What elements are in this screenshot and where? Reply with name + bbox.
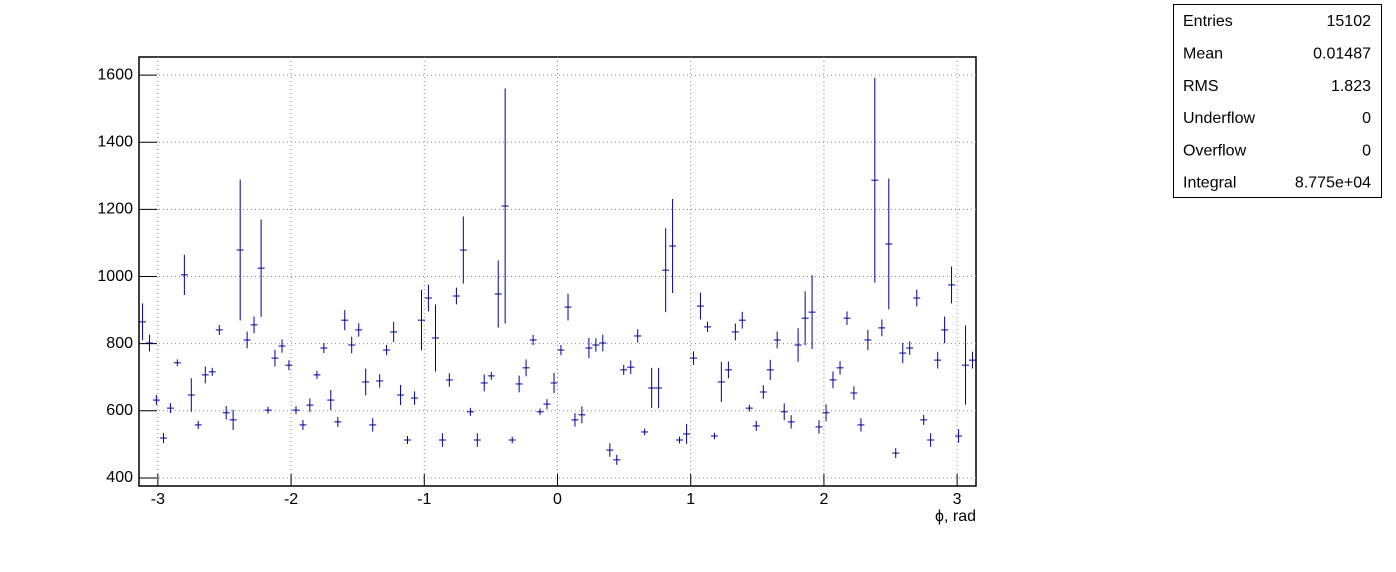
y-tick-label: 800 xyxy=(106,335,133,352)
x-tick-label: -3 xyxy=(151,491,165,508)
x-tick-label: 0 xyxy=(553,491,562,508)
x-axis-label: ϕ, rad xyxy=(935,508,976,525)
y-tick-label: 1600 xyxy=(97,66,133,83)
stats-label: Entries xyxy=(1183,13,1233,30)
stats-value: 0 xyxy=(1362,142,1371,159)
stats-label: Integral xyxy=(1183,175,1236,192)
stats-label: RMS xyxy=(1183,78,1219,95)
stats-box xyxy=(1173,4,1382,198)
stats-value: 8.775e+04 xyxy=(1295,175,1371,192)
stats-value: 1.823 xyxy=(1331,78,1371,95)
stats-value: 0.01487 xyxy=(1313,46,1371,63)
y-tick-label: 600 xyxy=(106,402,133,419)
x-tick-label: -2 xyxy=(284,491,298,508)
stats-value: 0 xyxy=(1362,110,1371,127)
stats-label: Underflow xyxy=(1183,110,1255,127)
stats-value: 15102 xyxy=(1327,13,1372,30)
y-tick-label: 1400 xyxy=(97,133,133,150)
y-tick-label: 1000 xyxy=(97,268,133,285)
x-tick-label: 3 xyxy=(953,491,962,508)
x-tick-label: 2 xyxy=(819,491,828,508)
stats-label: Overflow xyxy=(1183,142,1247,159)
x-tick-label: -1 xyxy=(417,491,431,508)
stats-label: Mean xyxy=(1183,46,1223,63)
x-tick-label: 1 xyxy=(686,491,695,508)
y-tick-label: 1200 xyxy=(97,201,133,218)
y-tick-label: 400 xyxy=(106,469,133,486)
